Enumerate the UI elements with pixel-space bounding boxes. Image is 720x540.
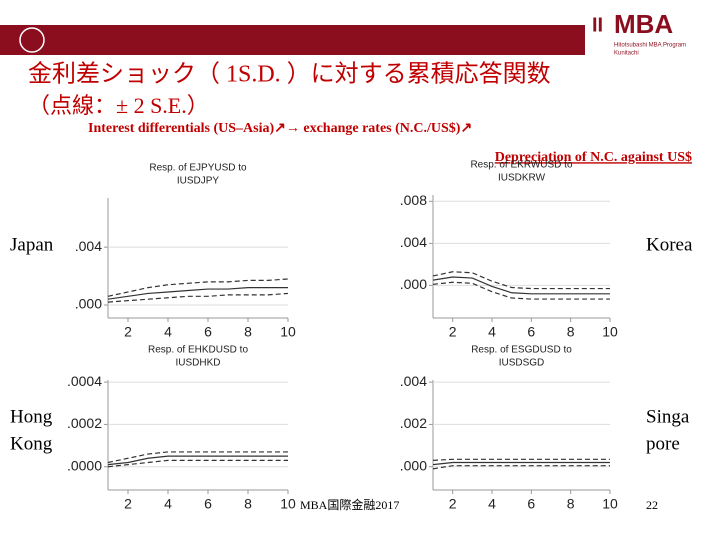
series-line: [107, 451, 288, 464]
annotation: Depreciation of N.C. against US$: [495, 150, 692, 165]
country-label: Kong: [10, 433, 53, 454]
x-tick-label: 4: [488, 496, 496, 512]
x-tick-label: 8: [567, 496, 575, 512]
x-tick-label: 8: [244, 324, 252, 340]
x-tick-label: 2: [449, 496, 457, 512]
x-tick-label: 8: [244, 496, 252, 512]
x-tick-label: 6: [527, 496, 535, 512]
chart-title: IUSDSGD: [499, 358, 545, 369]
chart-title: Resp. of EJPYUSD to: [149, 163, 247, 174]
country-label: Hong: [10, 406, 53, 427]
chart-title: Resp. of ESGDUSD to: [471, 345, 572, 356]
series-line: [107, 292, 289, 303]
x-tick-label: 10: [602, 324, 618, 340]
country-label: pore: [646, 433, 680, 454]
x-tick-label: 6: [527, 324, 535, 340]
logo: MBA: [614, 9, 673, 39]
y-tick-label: .000: [400, 457, 427, 473]
series-line: [432, 276, 610, 295]
y-tick-label: .008: [400, 192, 427, 208]
y-tick-label: .002: [400, 415, 427, 431]
series-line: [432, 281, 610, 300]
annotation: Interest differentials (US–Asia)↗→ excha…: [88, 121, 472, 136]
footer: MBA国際金融2017: [300, 497, 399, 512]
country-label: Singa: [646, 406, 690, 427]
x-tick-label: 10: [602, 496, 618, 512]
logo-sub: Kunitachi: [614, 51, 639, 57]
chart-title: Resp. of EKRWUSD to: [470, 160, 573, 171]
x-tick-label: 6: [204, 324, 212, 340]
x-tick-label: 2: [124, 496, 132, 512]
series-line: [432, 458, 610, 461]
page-number: 22: [646, 498, 658, 512]
x-tick-label: 6: [204, 496, 212, 512]
logo-mark: II: [592, 14, 603, 36]
country-label: Japan: [10, 234, 54, 255]
emblem: [19, 27, 45, 53]
x-tick-label: 10: [280, 496, 296, 512]
y-tick-label: .0004: [67, 373, 102, 389]
series-line: [107, 459, 288, 468]
x-tick-label: 4: [164, 324, 172, 340]
slide-title: 金利差ショック（ 1S.D. ）に対する累積応答関数: [28, 61, 551, 88]
logo-sub: Hitotsubashi MBA Program: [614, 43, 686, 49]
x-tick-label: 2: [449, 324, 457, 340]
y-tick-label: .000: [75, 296, 102, 312]
chart-title: IUSDKRW: [498, 173, 546, 184]
country-label: Korea: [646, 234, 693, 255]
slide-subtitle: （点線：± 2 S.E.）: [28, 93, 209, 118]
x-tick-label: 10: [280, 324, 296, 340]
x-tick-label: 8: [567, 324, 575, 340]
y-tick-label: .004: [400, 373, 427, 389]
y-tick-label: .004: [75, 238, 102, 254]
y-tick-label: .0002: [67, 415, 102, 431]
y-tick-label: .000: [400, 276, 427, 292]
y-tick-label: .0000: [67, 457, 102, 473]
y-tick-label: .004: [400, 234, 427, 250]
series-line: [432, 465, 610, 470]
series-line: [432, 271, 610, 290]
x-tick-label: 4: [164, 496, 172, 512]
chart-title: Resp. of EHKDUSD to: [148, 345, 248, 356]
chart-title: IUSDJPY: [177, 176, 220, 187]
chart-title: IUSDHKD: [175, 358, 220, 369]
x-tick-label: 4: [488, 324, 496, 340]
x-tick-label: 2: [124, 324, 132, 340]
series-line: [107, 278, 289, 297]
series-line: [107, 287, 288, 300]
logo-box: [585, 0, 720, 62]
series-line: [107, 455, 288, 466]
series-line: [432, 461, 610, 466]
